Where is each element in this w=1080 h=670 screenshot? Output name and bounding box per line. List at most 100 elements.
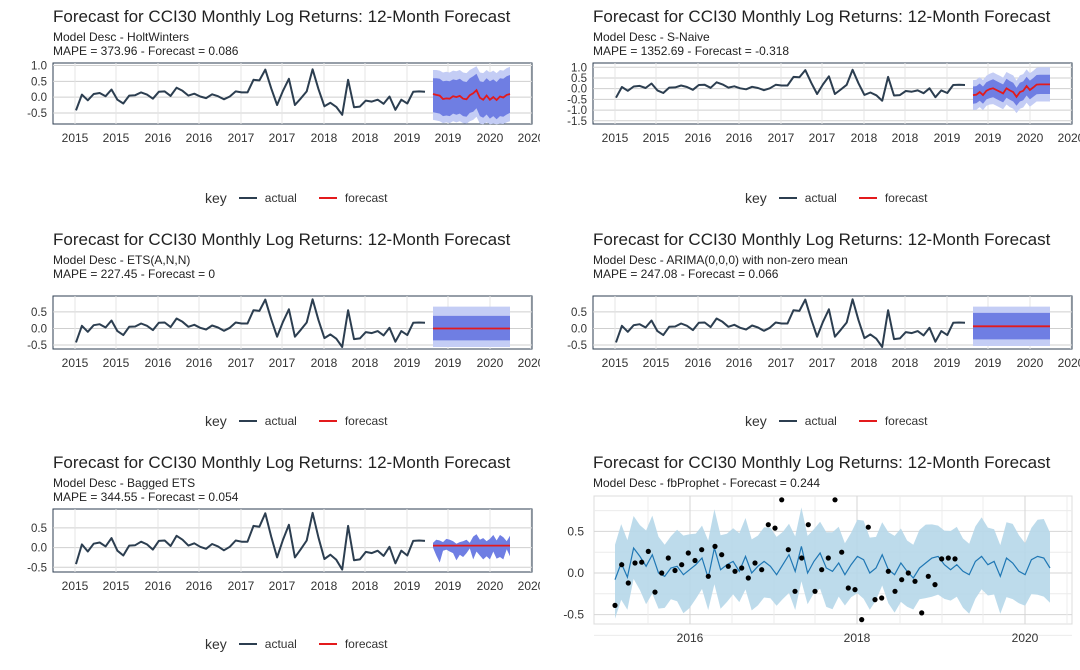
observed-point (685, 550, 691, 556)
observed-point (792, 588, 798, 594)
observed-point (825, 555, 831, 561)
observed-point (839, 549, 845, 555)
legend-label-forecast: forecast (884, 191, 928, 205)
legend-swatch-forecast (318, 197, 337, 199)
observed-point (859, 617, 865, 623)
chart-panel-prophet: Forecast for CCI30 Monthly Log Returns: … (540, 446, 1080, 669)
x-tick-label: 2018 (851, 131, 878, 145)
chart-title: Forecast for CCI30 Monthly Log Returns: … (53, 230, 511, 249)
observed-point (619, 562, 625, 568)
forecast-ci80-band (433, 534, 510, 563)
observed-point (832, 497, 838, 503)
y-tick-label: -0.5 (27, 562, 47, 574)
x-tick-label: 2019 (394, 356, 421, 370)
observed-point (692, 557, 698, 564)
x-tick-label: 2020 (1017, 131, 1044, 145)
chart-panel-ets: Forecast for CCI30 Monthly Log Returns: … (0, 223, 540, 446)
observed-point (905, 570, 911, 576)
x-tick-label: 2017 (269, 356, 296, 370)
legend-label-forecast: forecast (344, 414, 388, 428)
y-tick-label: -1.5 (567, 116, 587, 128)
legend-label-forecast: forecast (344, 637, 388, 651)
x-tick-label: 2017 (228, 131, 255, 145)
legend-label-forecast: forecast (344, 191, 388, 205)
observed-point (932, 582, 938, 588)
x-tick-label: 2016 (186, 579, 213, 593)
x-tick-label: 2015 (643, 131, 670, 145)
observed-point (752, 560, 758, 566)
observed-point (739, 565, 745, 571)
x-tick-label: 2020 (477, 579, 504, 593)
observed-point (665, 555, 671, 561)
x-tick-label: 2016 (726, 356, 753, 370)
x-tick-label: 2018 (851, 356, 878, 370)
x-tick-label: 2019 (435, 356, 462, 370)
forecast-plot: 1.00.50.0-0.5-1.0-1.5 2015 2015 2016 2016 201… (567, 62, 1080, 145)
observed-point (892, 588, 898, 594)
x-tick-label: 2016 (186, 131, 213, 145)
y-tick-label: 0.5 (31, 523, 47, 535)
legend-swatch-actual (238, 197, 257, 199)
x-tick-label: 2019 (394, 579, 421, 593)
model-desc: Model Desc - ETS(A,N,N) (53, 253, 191, 267)
series-actual-line (75, 298, 426, 348)
x-tick-label: 2015 (103, 131, 130, 145)
x-tick-label: 2015 (62, 356, 89, 370)
model-desc: Model Desc - HoltWinters (53, 30, 190, 44)
observed-point (612, 602, 618, 608)
legend-title: key (205, 636, 227, 652)
legend-title: key (745, 190, 767, 206)
y-tick-label: 0.0 (567, 566, 584, 580)
y-tick-label: 0.0 (31, 543, 47, 555)
legend-label-actual: actual (264, 191, 297, 205)
observed-point (879, 595, 885, 601)
forecast-plot: 0.5 0.0 -0.5 2015 2015 2016 2016 2017 2017 2018 20… (27, 508, 540, 593)
chart-title: Forecast for CCI30 Monthly Log Returns: … (53, 453, 511, 472)
x-tick-label: 2018 (352, 131, 379, 145)
x-tick-label: 2019 (975, 131, 1002, 145)
x-tick-label: 2016 (726, 131, 753, 145)
x-tick-label: 2019 (975, 356, 1002, 370)
x-tick-label: 2020 (1012, 631, 1039, 645)
x-tick-label: 2019 (435, 579, 462, 593)
legend-swatch-actual (238, 643, 257, 645)
legend: key actual forecast (205, 413, 410, 429)
observed-point (819, 567, 825, 573)
observed-point (885, 568, 891, 574)
series-actual-line (75, 68, 426, 116)
observed-point (865, 524, 871, 530)
x-tick-label: 2020 (518, 579, 540, 593)
observed-point (725, 563, 731, 569)
series-forecast-line (432, 88, 511, 102)
series-actual-line (615, 68, 966, 102)
x-tick-label: 2016 (145, 356, 172, 370)
x-tick-label: 2020 (1058, 356, 1080, 370)
legend-swatch-forecast (858, 420, 877, 422)
x-tick-label: 2017 (768, 131, 795, 145)
model-desc: Model Desc - Bagged ETS (53, 476, 196, 490)
legend-swatch-forecast (858, 197, 877, 199)
model-metrics: MAPE = 373.96 - Forecast = 0.086 (53, 44, 239, 58)
x-tick-label: 2018 (892, 131, 919, 145)
chart-subtitle: Model Desc - S-Naive MAPE = 1352.69 - Fo… (593, 30, 789, 58)
x-tick-label: 2020 (518, 131, 540, 145)
observed-point (672, 567, 678, 574)
observed-point (645, 548, 651, 554)
observed-point (652, 589, 658, 595)
y-tick-label: 0.5 (571, 73, 587, 85)
x-tick-label: 2018 (311, 356, 338, 370)
observed-point (785, 547, 791, 553)
observed-point (939, 556, 945, 562)
model-desc: Model Desc - S-Naive (593, 30, 710, 44)
x-tick-label: 2016 (685, 131, 712, 145)
observed-point (639, 559, 645, 565)
series-actual-line (75, 511, 426, 571)
observed-point (779, 497, 785, 503)
observed-point (925, 573, 931, 579)
x-tick-label: 2015 (62, 131, 89, 145)
observed-point (705, 573, 711, 579)
x-tick-label: 2016 (145, 131, 172, 145)
x-tick-label: 2018 (352, 356, 379, 370)
chart-title: Forecast for CCI30 Monthly Log Returns: … (53, 7, 511, 26)
x-tick-label: 2016 (677, 631, 704, 645)
